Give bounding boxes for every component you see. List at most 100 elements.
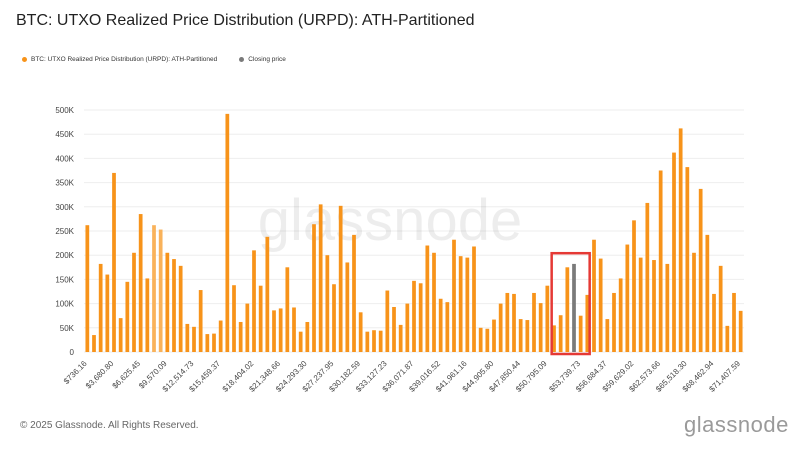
bar (692, 252, 696, 352)
glassnode-logo: glassnode (684, 412, 789, 437)
bar (278, 308, 283, 352)
bar (525, 320, 530, 352)
bar (732, 292, 736, 352)
bar (685, 167, 690, 352)
bar (138, 214, 143, 352)
bar (418, 283, 423, 352)
bar (105, 274, 110, 352)
bar (505, 292, 510, 352)
bar (305, 321, 310, 352)
bar (412, 280, 416, 352)
bar (638, 257, 643, 352)
copyright-footer: © 2025 Glassnode. All Rights Reserved. (20, 420, 199, 431)
bar (152, 225, 156, 352)
bar (198, 290, 203, 352)
bar (252, 250, 256, 352)
bar (312, 224, 316, 352)
bar (678, 128, 683, 352)
bar (238, 321, 243, 352)
bar (372, 330, 376, 352)
bar (578, 315, 583, 352)
bar (272, 310, 276, 352)
y-tick-label: 0 (70, 348, 75, 357)
bar (665, 263, 670, 352)
legend-label-urpd: BTC: UTXO Realized Price Distribution (U… (31, 56, 218, 63)
bar (458, 256, 463, 352)
bar (405, 303, 410, 352)
watermark: glassnode (258, 188, 522, 253)
bar (445, 302, 450, 352)
bar (358, 312, 363, 352)
bar (478, 327, 483, 352)
bar (232, 285, 236, 352)
bar (185, 323, 190, 352)
legend-item-urpd[interactable]: BTC: UTXO Realized Price Distribution (U… (22, 56, 217, 63)
bar (132, 252, 136, 352)
bar (552, 325, 556, 352)
bar (392, 306, 396, 352)
bar (292, 307, 296, 352)
bar (365, 331, 370, 352)
bar (85, 225, 90, 352)
bar (498, 303, 503, 352)
bar (225, 113, 230, 352)
bar (172, 259, 176, 352)
y-tick-label: 450K (55, 130, 74, 139)
bar (98, 263, 103, 352)
legend-item-closing-price[interactable]: Closing price (239, 56, 286, 63)
bar (158, 229, 163, 352)
bar (612, 292, 616, 352)
bar (265, 236, 270, 352)
bar (192, 326, 196, 352)
bar (425, 245, 430, 352)
chart-title: BTC: UTXO Realized Price Distribution (U… (16, 12, 475, 29)
y-tick-label: 500K (55, 106, 74, 115)
bar (618, 278, 623, 352)
bar (585, 294, 590, 352)
bar (545, 285, 550, 352)
bar (112, 172, 116, 352)
bar (398, 324, 403, 352)
bar (352, 234, 356, 352)
bar (452, 239, 456, 352)
closing-price-highlight-box (550, 251, 591, 356)
bar (332, 284, 336, 352)
legend-label-closing-price: Closing price (248, 56, 286, 63)
bar (385, 290, 390, 352)
bar (512, 293, 516, 352)
bar (518, 319, 523, 352)
bar (465, 257, 470, 352)
bar (725, 325, 730, 352)
y-tick-label: 250K (55, 227, 74, 236)
y-tick-label: 100K (55, 300, 74, 309)
bar (205, 334, 210, 352)
bar (738, 310, 743, 352)
y-tick-label: 200K (55, 251, 74, 260)
bar (92, 335, 96, 352)
y-tick-label: 150K (55, 275, 74, 284)
closing-price-bar (572, 263, 576, 352)
bar (298, 331, 303, 352)
bar (672, 152, 676, 352)
bar (658, 170, 663, 352)
bar (212, 333, 216, 352)
bar (592, 239, 596, 352)
bar (432, 252, 436, 352)
bar (698, 188, 703, 352)
bar (718, 265, 723, 352)
bar (125, 281, 130, 352)
bar (712, 293, 716, 352)
bar (338, 205, 343, 352)
bar (492, 319, 496, 352)
bar (258, 285, 263, 352)
bar (118, 318, 123, 352)
bar (565, 267, 570, 352)
y-tick-label: 50K (60, 324, 75, 333)
bar (645, 202, 650, 352)
bar (485, 328, 490, 352)
bar (472, 246, 476, 352)
bar (632, 220, 636, 352)
bar (218, 320, 223, 352)
bar (145, 278, 150, 352)
